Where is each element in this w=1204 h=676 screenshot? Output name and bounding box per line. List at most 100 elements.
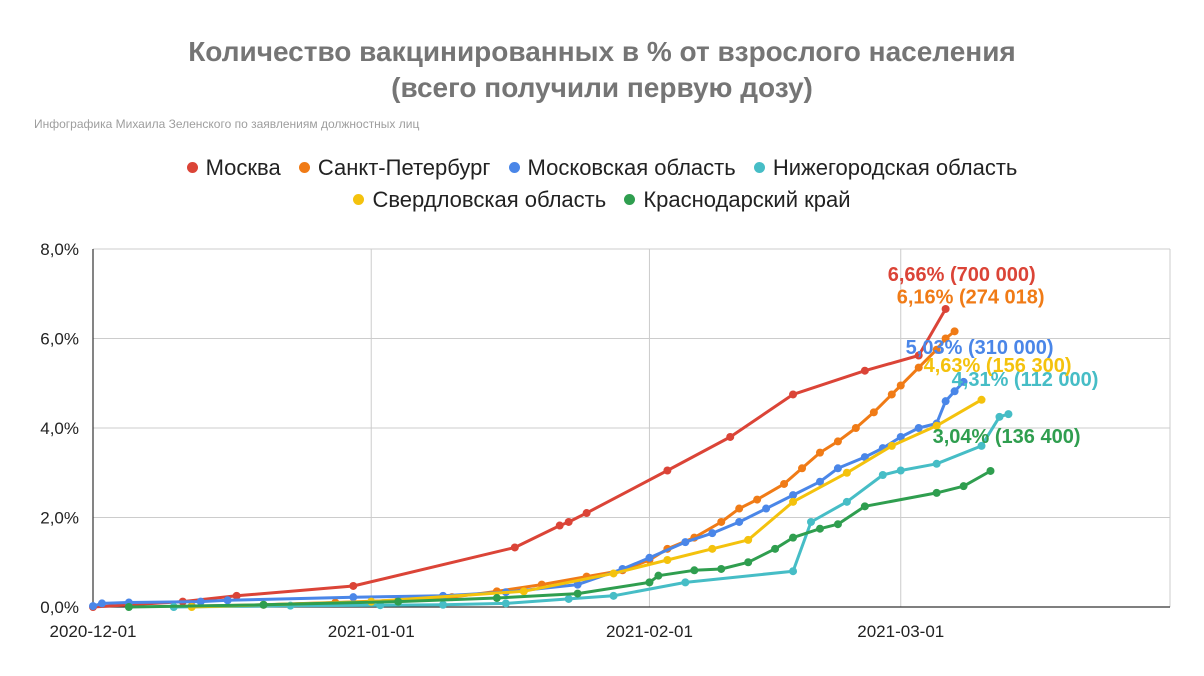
x-tick-label: 2020-12-01: [50, 622, 137, 641]
data-point: [887, 390, 896, 399]
data-point: [609, 569, 618, 578]
data-point: [789, 533, 798, 542]
data-point: [833, 520, 842, 529]
data-point: [708, 544, 717, 553]
data-point: [492, 594, 501, 603]
legend-label: Московская область: [527, 155, 736, 180]
legend-dot-icon: [508, 161, 520, 173]
data-point: [941, 304, 950, 313]
legend-dot-icon: [186, 161, 198, 173]
legend-item-sverdlovsk[interactable]: Свердловская область: [353, 187, 606, 213]
legend-dot-icon: [353, 193, 365, 205]
data-point: [753, 495, 762, 504]
data-point: [349, 593, 358, 602]
data-point: [690, 566, 699, 575]
data-point: [869, 408, 878, 417]
data-point: [932, 488, 941, 497]
data-point: [896, 381, 905, 390]
data-point: [573, 580, 582, 589]
data-point: [609, 591, 618, 600]
legend-dot-icon: [753, 161, 765, 173]
data-point: [815, 477, 824, 486]
data-point: [950, 387, 959, 396]
data-point: [896, 432, 905, 441]
data-point: [798, 464, 807, 473]
data-point: [860, 502, 869, 511]
data-point: [914, 363, 923, 372]
data-point: [842, 497, 851, 506]
data-point: [717, 517, 726, 526]
data-label: 5,03% (310 000): [906, 337, 1054, 359]
data-point: [833, 464, 842, 473]
data-point: [941, 397, 950, 406]
data-point: [726, 432, 735, 441]
data-point: [349, 581, 358, 590]
chart-subtitle: Инфографика Михаила Зеленского по заявле…: [34, 117, 420, 131]
data-point: [878, 470, 887, 479]
data-point: [124, 603, 133, 611]
data-point: [582, 509, 591, 518]
data-point: [950, 327, 959, 336]
data-point: [717, 564, 726, 573]
data-point: [681, 578, 690, 587]
data-point: [663, 556, 672, 565]
data-point: [196, 597, 205, 606]
data-point: [771, 544, 780, 553]
data-point: [789, 497, 798, 506]
data-point: [914, 424, 923, 432]
data-point: [394, 597, 403, 606]
legend-label: Нижегородская область: [772, 155, 1018, 180]
data-point: [663, 466, 672, 475]
data-point: [780, 479, 789, 488]
data-point: [744, 535, 753, 544]
data-label: 6,66% (700 000): [888, 264, 1036, 286]
data-point: [501, 599, 510, 608]
legend-label: Санкт-Петербург: [317, 155, 491, 180]
chart-title-line1: Количество вакцинированных в % от взросл…: [188, 36, 1016, 67]
data-point: [789, 390, 798, 399]
series-line: [92, 380, 965, 608]
data-label: 4,63% (156 300): [924, 355, 1072, 377]
data-point: [735, 517, 744, 526]
data-point: [932, 459, 941, 468]
data-point: [959, 377, 968, 386]
data-label: 4,31% (112 000): [952, 369, 1099, 391]
data-point: [789, 567, 798, 576]
data-point: [735, 504, 744, 513]
data-point: [654, 571, 663, 580]
data-point: [860, 366, 869, 375]
data-point: [932, 421, 941, 430]
legend-row-1: Москва Санкт-Петербург Московская област…: [0, 155, 1204, 181]
legend-label: Москва: [205, 155, 281, 180]
data-point: [259, 600, 268, 609]
legend-item-spb[interactable]: Санкт-Петербург: [298, 155, 491, 181]
chart-title-line2: (всего получили первую дозу): [391, 72, 813, 103]
chart-title: Количество вакцинированных в % от взросл…: [0, 34, 1204, 106]
data-point: [564, 594, 573, 603]
data-point: [807, 517, 815, 526]
data-point: [995, 412, 1004, 421]
data-point: [986, 466, 995, 475]
x-tick-label: 2021-02-01: [606, 622, 693, 641]
data-point: [860, 453, 869, 462]
data-label: 3,04% (136 400): [933, 426, 1081, 448]
data-point: [815, 524, 824, 533]
legend-item-nizhny[interactable]: Нижегородская область: [753, 155, 1018, 181]
data-point: [223, 596, 232, 605]
data-label: 6,16% (274 018): [897, 286, 1045, 308]
data-point: [519, 587, 528, 596]
legend-item-moscow-oblast[interactable]: Московская область: [508, 155, 736, 181]
data-point: [744, 558, 753, 567]
data-point: [681, 538, 690, 547]
legend-dot-icon: [298, 161, 310, 173]
series-line: [191, 398, 983, 609]
data-point: [977, 395, 986, 404]
legend-label: Краснодарский край: [643, 187, 851, 212]
data-point: [555, 521, 564, 530]
legend-item-moscow[interactable]: Москва: [186, 155, 281, 181]
x-tick-label: 2021-01-01: [328, 622, 415, 641]
legend-item-krasnodar[interactable]: Краснодарский край: [624, 187, 851, 213]
data-point: [842, 468, 851, 477]
data-point: [97, 599, 106, 608]
